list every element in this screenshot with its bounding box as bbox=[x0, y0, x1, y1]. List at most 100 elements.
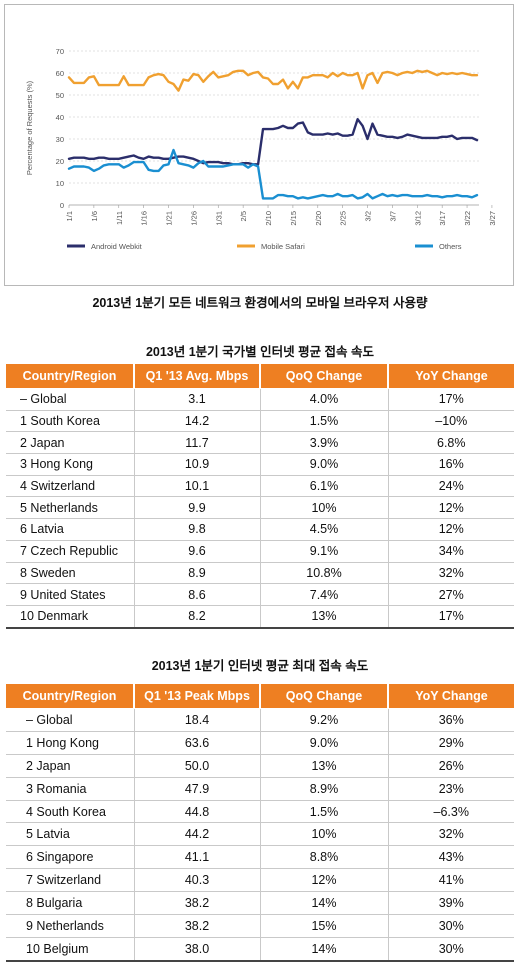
table-row: 8 Sweden 8.9 10.8% 32% bbox=[6, 562, 514, 585]
column-header: QoQ Change bbox=[259, 684, 388, 709]
table-cell: 9.6 bbox=[133, 540, 260, 563]
table-cell: 24% bbox=[387, 475, 514, 498]
table-cell: 17% bbox=[387, 388, 514, 411]
x-tick-label: 1/21 bbox=[165, 211, 174, 226]
table-cell: 4 South Korea bbox=[6, 800, 134, 824]
table-row: 3 Hong Kong 10.9 9.0% 16% bbox=[6, 453, 514, 476]
series-line-2 bbox=[67, 148, 479, 200]
table-cell: 8 Bulgaria bbox=[6, 891, 134, 916]
table-cell: 63.6 bbox=[133, 731, 260, 755]
table-cell: 10.9 bbox=[133, 453, 260, 476]
column-header: Q1 '13 Peak Mbps bbox=[133, 684, 260, 709]
x-tick-label: 2/20 bbox=[314, 211, 323, 226]
x-tick-label: 2/15 bbox=[289, 211, 298, 226]
avg-speed-table: Country/Region Q1 '13 Avg. Mbps QoQ Change… bbox=[6, 364, 514, 629]
table-cell: 8.8% bbox=[259, 845, 388, 870]
table-row: 9 Netherlands 38.2 15% 30% bbox=[6, 914, 514, 938]
table-cell: 12% bbox=[387, 496, 514, 520]
table-cell: 4 Switzerland bbox=[6, 475, 134, 498]
y-tick-label: 10 bbox=[56, 179, 64, 188]
table-cell: 13% bbox=[259, 605, 388, 629]
table-cell: 9.0% bbox=[259, 731, 388, 755]
table-cell: 34% bbox=[387, 540, 514, 563]
table-row: 5 Netherlands 9.9 10% 12% bbox=[6, 496, 514, 520]
table-cell: 5 Netherlands bbox=[6, 496, 134, 520]
table-cell: 3 Romania bbox=[6, 777, 134, 801]
chart-caption: 2013년 1분기 모든 네트워크 환경에서의 모바일 브라우저 사용량 bbox=[92, 296, 428, 310]
table-cell: 4.0% bbox=[259, 388, 388, 411]
x-tick-label: 2/5 bbox=[239, 211, 248, 221]
y-tick-label: 40 bbox=[56, 113, 64, 122]
table-row: 10 Belgium 38.0 14% 30% bbox=[6, 937, 514, 962]
table-cell: – Global bbox=[6, 388, 134, 411]
table-cell: 10% bbox=[259, 822, 388, 847]
table-cell: 29% bbox=[387, 731, 514, 755]
table-cell: 12% bbox=[259, 868, 388, 893]
table-row: 6 Latvia 9.8 4.5% 12% bbox=[6, 518, 514, 541]
y-tick-label: 70 bbox=[56, 47, 64, 56]
series-line-1 bbox=[67, 69, 479, 92]
table-row: 9 United States 8.6 7.4% 27% bbox=[6, 583, 514, 606]
table-cell: 16% bbox=[387, 453, 514, 476]
table-row: 7 Czech Republic 9.6 9.1% 34% bbox=[6, 540, 514, 563]
table-cell: 7 Switzerland bbox=[6, 868, 134, 893]
table-cell: 8.9 bbox=[133, 562, 260, 585]
table-cell: 4.5% bbox=[259, 518, 388, 541]
table-row: – Global 18.4 9.2% 36% bbox=[6, 708, 514, 732]
table-row: 4 South Korea 44.8 1.5% –6.3% bbox=[6, 800, 514, 824]
table-cell: 3.9% bbox=[259, 431, 388, 455]
table-row: 4 Switzerland 10.1 6.1% 24% bbox=[6, 475, 514, 498]
table-row: 2 Japan 11.7 3.9% 6.8% bbox=[6, 431, 514, 455]
table-cell: 44.2 bbox=[133, 822, 260, 847]
table-cell: 7 Czech Republic bbox=[6, 540, 134, 563]
table-cell: 1.5% bbox=[259, 800, 388, 824]
table-cell: 9.2% bbox=[259, 708, 388, 732]
table-cell: 26% bbox=[387, 754, 514, 778]
browser-usage-chart: 0 10 20 30 40 50 60 70 Percentage of Requests (%… bbox=[4, 4, 514, 286]
table-cell: 3 Hong Kong bbox=[6, 453, 134, 476]
y-tick-label: 50 bbox=[56, 91, 64, 100]
table-cell: 9.0% bbox=[259, 453, 388, 476]
table-row: 7 Switzerland 40.3 12% 41% bbox=[6, 868, 514, 893]
x-tick-label: 3/27 bbox=[488, 211, 497, 226]
table-cell: 12% bbox=[387, 518, 514, 541]
table-cell: 23% bbox=[387, 777, 514, 801]
table-cell: –6.3% bbox=[387, 800, 514, 824]
legend-label: Others bbox=[439, 242, 462, 251]
table-cell: 44.8 bbox=[133, 800, 260, 824]
x-tick-label: 2/10 bbox=[264, 211, 273, 226]
x-tick-label: 3/12 bbox=[413, 211, 422, 226]
table-cell: –10% bbox=[387, 410, 514, 433]
table-cell: 9 United States bbox=[6, 583, 134, 606]
column-header: YoY Change bbox=[387, 684, 514, 709]
column-header: Q1 '13 Avg. Mbps bbox=[133, 364, 260, 389]
table-cell: 9 Netherlands bbox=[6, 914, 134, 938]
y-tick-label: 0 bbox=[60, 201, 64, 210]
table2-caption: 2013년 1분기 인터넷 평균 최대 접속 속도 bbox=[151, 659, 369, 673]
line-chart-svg: 0 10 20 30 40 50 60 70 Percentage of Requests (%… bbox=[25, 47, 497, 251]
table-cell: 36% bbox=[387, 708, 514, 732]
y-tick-label: 60 bbox=[56, 69, 64, 78]
x-tick-label: 1/31 bbox=[214, 211, 223, 226]
table-row: 8 Bulgaria 38.2 14% 39% bbox=[6, 891, 514, 916]
table-cell: 10.1 bbox=[133, 475, 260, 498]
table-row: 2 Japan 50.0 13% 26% bbox=[6, 754, 514, 778]
table-cell: 9.8 bbox=[133, 518, 260, 541]
x-tick-label: 1/26 bbox=[189, 211, 198, 226]
table-row: 5 Latvia 44.2 10% 32% bbox=[6, 822, 514, 847]
table-cell: 9.1% bbox=[259, 540, 388, 563]
table-cell: 47.9 bbox=[133, 777, 260, 801]
table-cell: 13% bbox=[259, 754, 388, 778]
table-cell: 14% bbox=[259, 891, 388, 916]
table-cell: 6.1% bbox=[259, 475, 388, 498]
table-cell: 7.4% bbox=[259, 583, 388, 606]
table-cell: 38.2 bbox=[133, 891, 260, 916]
x-tick-label: 3/22 bbox=[463, 211, 472, 226]
table-cell: 41.1 bbox=[133, 845, 260, 870]
table-row: 1 Hong Kong 63.6 9.0% 29% bbox=[6, 731, 514, 755]
table-cell: 40.3 bbox=[133, 868, 260, 893]
table-cell: 8.9% bbox=[259, 777, 388, 801]
x-tick-label: 2/25 bbox=[339, 211, 348, 226]
peak-speed-table: Country/Region Q1 '13 Peak Mbps QoQ Change… bbox=[6, 684, 514, 962]
y-tick-label: 30 bbox=[56, 135, 64, 144]
